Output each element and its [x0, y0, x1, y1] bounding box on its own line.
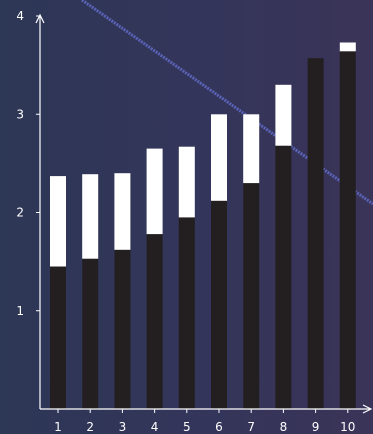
- bar-7-segment-1: [243, 183, 260, 409]
- bar-6-segment-2: [211, 114, 227, 201]
- x-tick-label-2: 2: [86, 420, 94, 434]
- x-tick-label-3: 3: [119, 420, 127, 434]
- bar-2-segment-1: [82, 258, 99, 409]
- bar-6-segment-1: [211, 200, 227, 409]
- x-tick-label-8: 8: [280, 420, 288, 434]
- bar-5-segment-1: [178, 217, 195, 409]
- bar-5-segment-2: [178, 146, 195, 218]
- x-tick-label-1: 1: [54, 420, 62, 434]
- bar-4-segment-2: [146, 148, 163, 235]
- y-tick-label-3: 3: [16, 107, 24, 121]
- y-tick-label-4: 4: [16, 9, 24, 23]
- y-axis-ticks: 1 2 3 4: [16, 9, 40, 318]
- x-tick-label-4: 4: [151, 420, 159, 434]
- trend-line: [81, 0, 373, 206]
- y-axis-arrow: [35, 13, 45, 24]
- y-tick-label-1: 1: [16, 304, 24, 318]
- bar-3-segment-1: [114, 249, 131, 409]
- y-tick-label-2: 2: [16, 206, 24, 220]
- bar-3-segment-2: [114, 173, 131, 250]
- x-tick-label-5: 5: [183, 420, 191, 434]
- bar-1-segment-2: [50, 176, 66, 267]
- bars-group: [50, 42, 356, 410]
- bar-9-segment-1: [307, 58, 324, 409]
- x-tick-label-10: 10: [340, 420, 355, 434]
- x-axis-ticks: 1 2 3 4 5 6 7 8 9 10: [54, 409, 355, 434]
- bar-8-segment-1: [275, 145, 292, 409]
- bar-4-segment-1: [146, 234, 163, 409]
- bar-7-segment-2: [243, 114, 260, 184]
- bar-8-segment-2: [275, 84, 292, 146]
- x-tick-label-6: 6: [215, 420, 223, 434]
- x-tick-label-9: 9: [312, 420, 320, 434]
- x-axis-arrow: [362, 404, 373, 414]
- bar-1-segment-1: [50, 266, 66, 409]
- bar-10-segment-1: [339, 51, 356, 410]
- bar-2-segment-2: [82, 174, 99, 259]
- x-tick-label-7: 7: [247, 420, 255, 434]
- bar-10-segment-2: [339, 42, 356, 52]
